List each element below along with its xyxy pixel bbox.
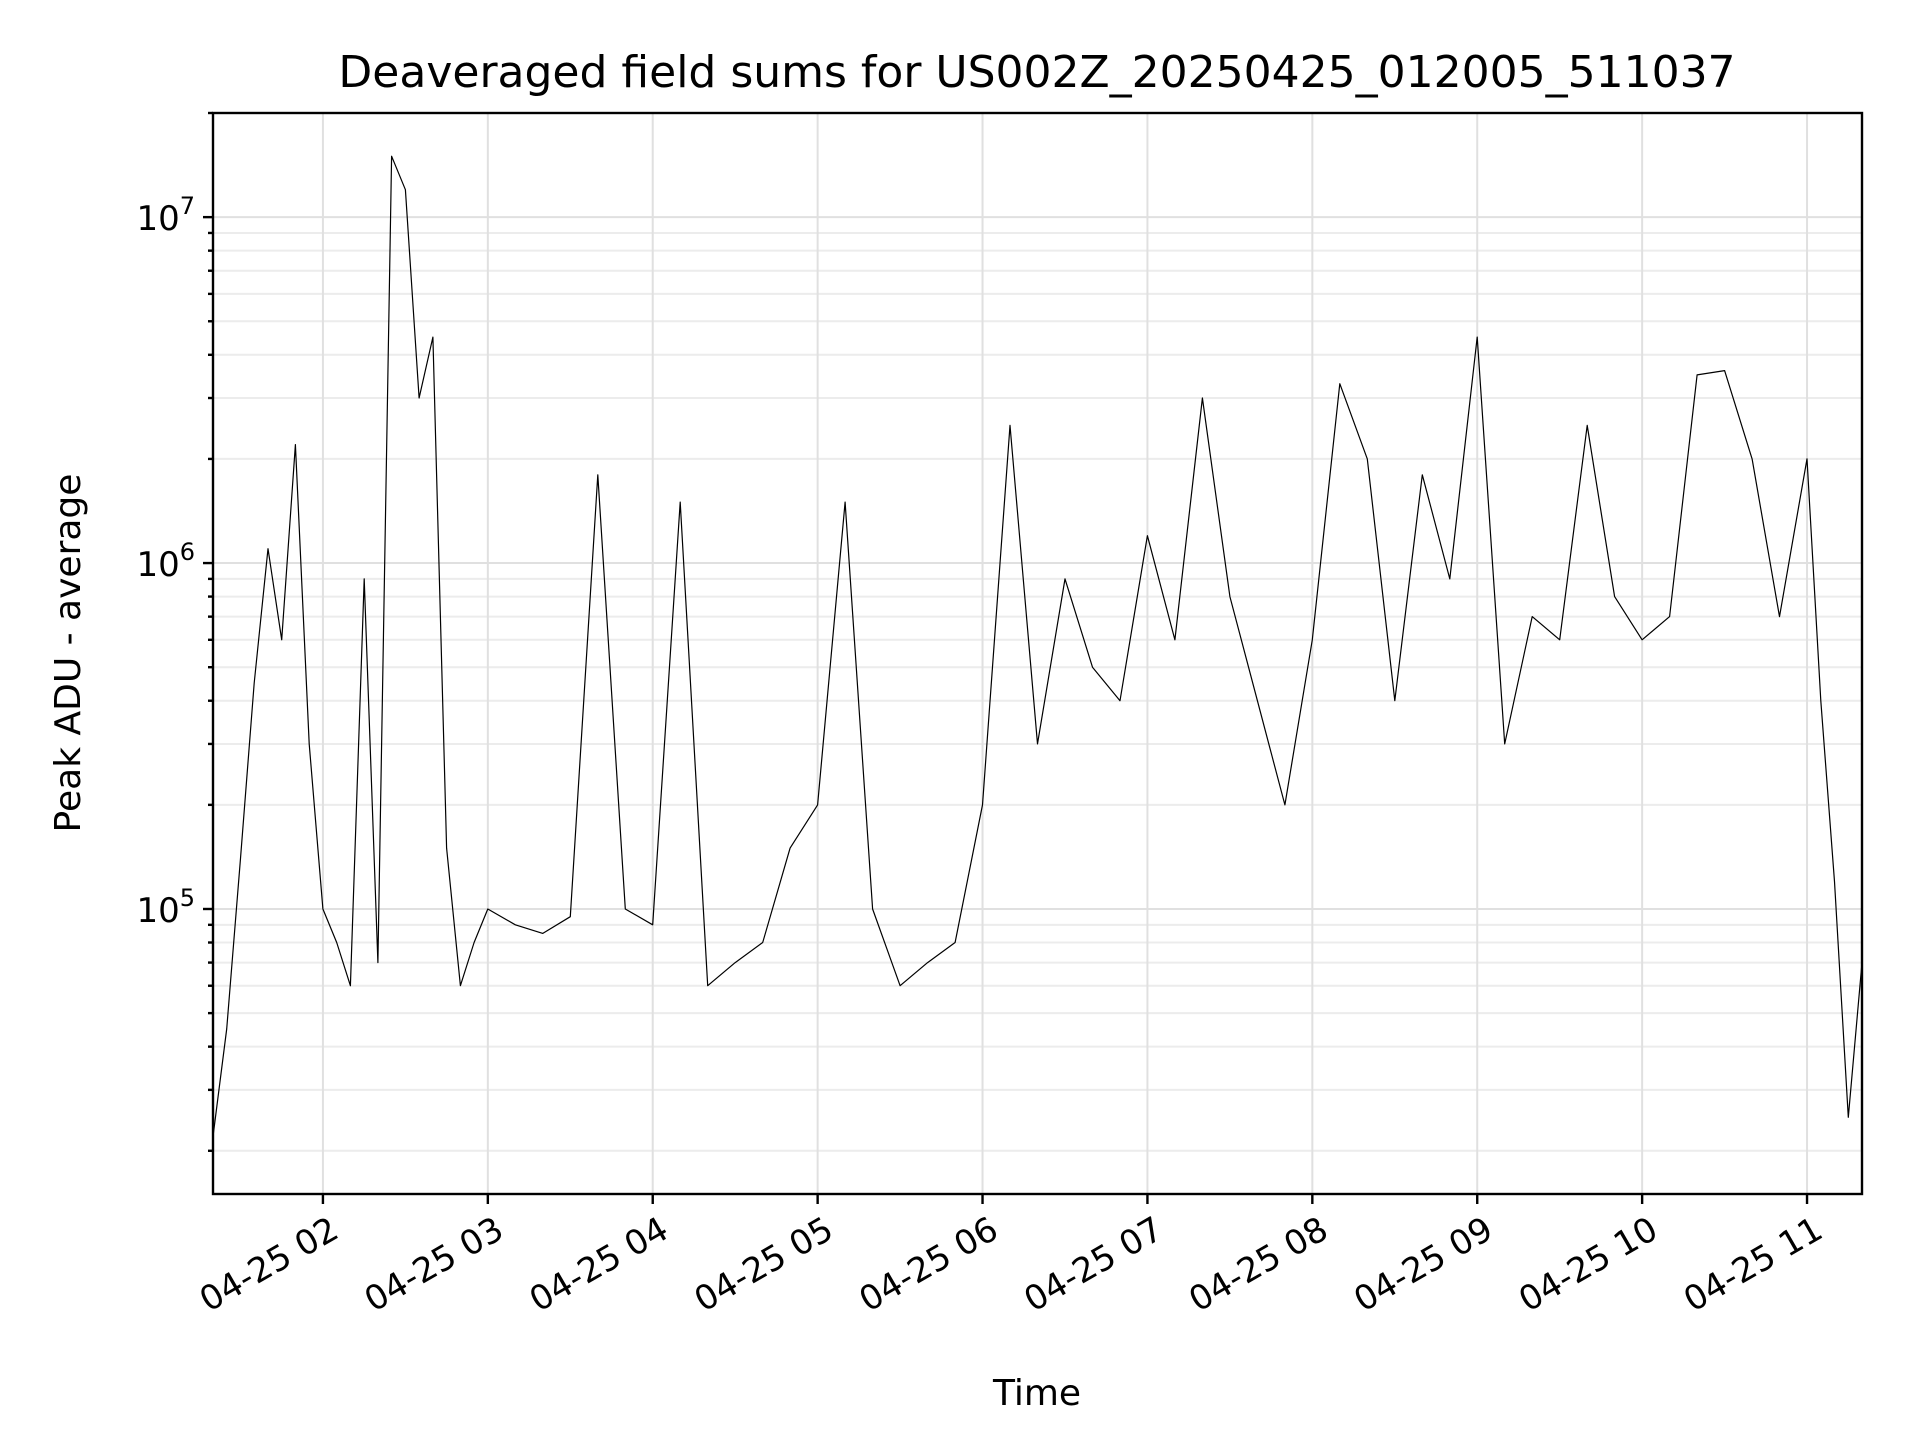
x-tick-label: 04-25 07 [1018, 1209, 1170, 1320]
x-tick-label: 04-25 09 [1347, 1209, 1499, 1320]
chart-title: Deaveraged field sums for US002Z_2025042… [338, 47, 1735, 98]
series-layer [212, 155, 1863, 1137]
x-axis-label: Time [992, 1373, 1081, 1414]
x-tick-label: 04-25 11 [1677, 1209, 1829, 1320]
x-tick-label: 04-25 02 [193, 1209, 345, 1320]
x-tick-label: 04-25 06 [853, 1209, 1005, 1320]
y-axis-label: Peak ADU - average [48, 474, 89, 833]
y-tick-label: 106 [136, 538, 195, 585]
x-tick-label: 04-25 03 [358, 1209, 510, 1320]
x-tick-label: 04-25 08 [1182, 1209, 1334, 1320]
grid-lines [213, 112, 1862, 1194]
x-tick-label: 04-25 04 [523, 1209, 675, 1320]
series-line [212, 155, 1863, 1137]
x-tick-label: 04-25 10 [1512, 1209, 1664, 1320]
plot-frame [211, 111, 1864, 1196]
y-tick-label: 107 [136, 192, 195, 239]
x-axis-ticks: 04-25 02 04-25 03 04-25 04 04-25 05 04-25 06… [193, 1194, 1830, 1320]
y-axis-ticks: 105 106 107 [136, 111, 213, 1152]
y-tick-label: 105 [136, 884, 195, 931]
x-tick-label: 04-25 05 [688, 1209, 840, 1320]
